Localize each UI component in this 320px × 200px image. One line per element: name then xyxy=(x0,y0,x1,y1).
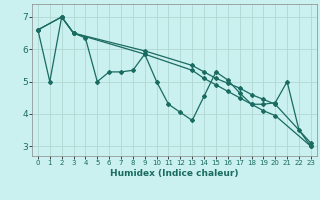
X-axis label: Humidex (Indice chaleur): Humidex (Indice chaleur) xyxy=(110,169,239,178)
